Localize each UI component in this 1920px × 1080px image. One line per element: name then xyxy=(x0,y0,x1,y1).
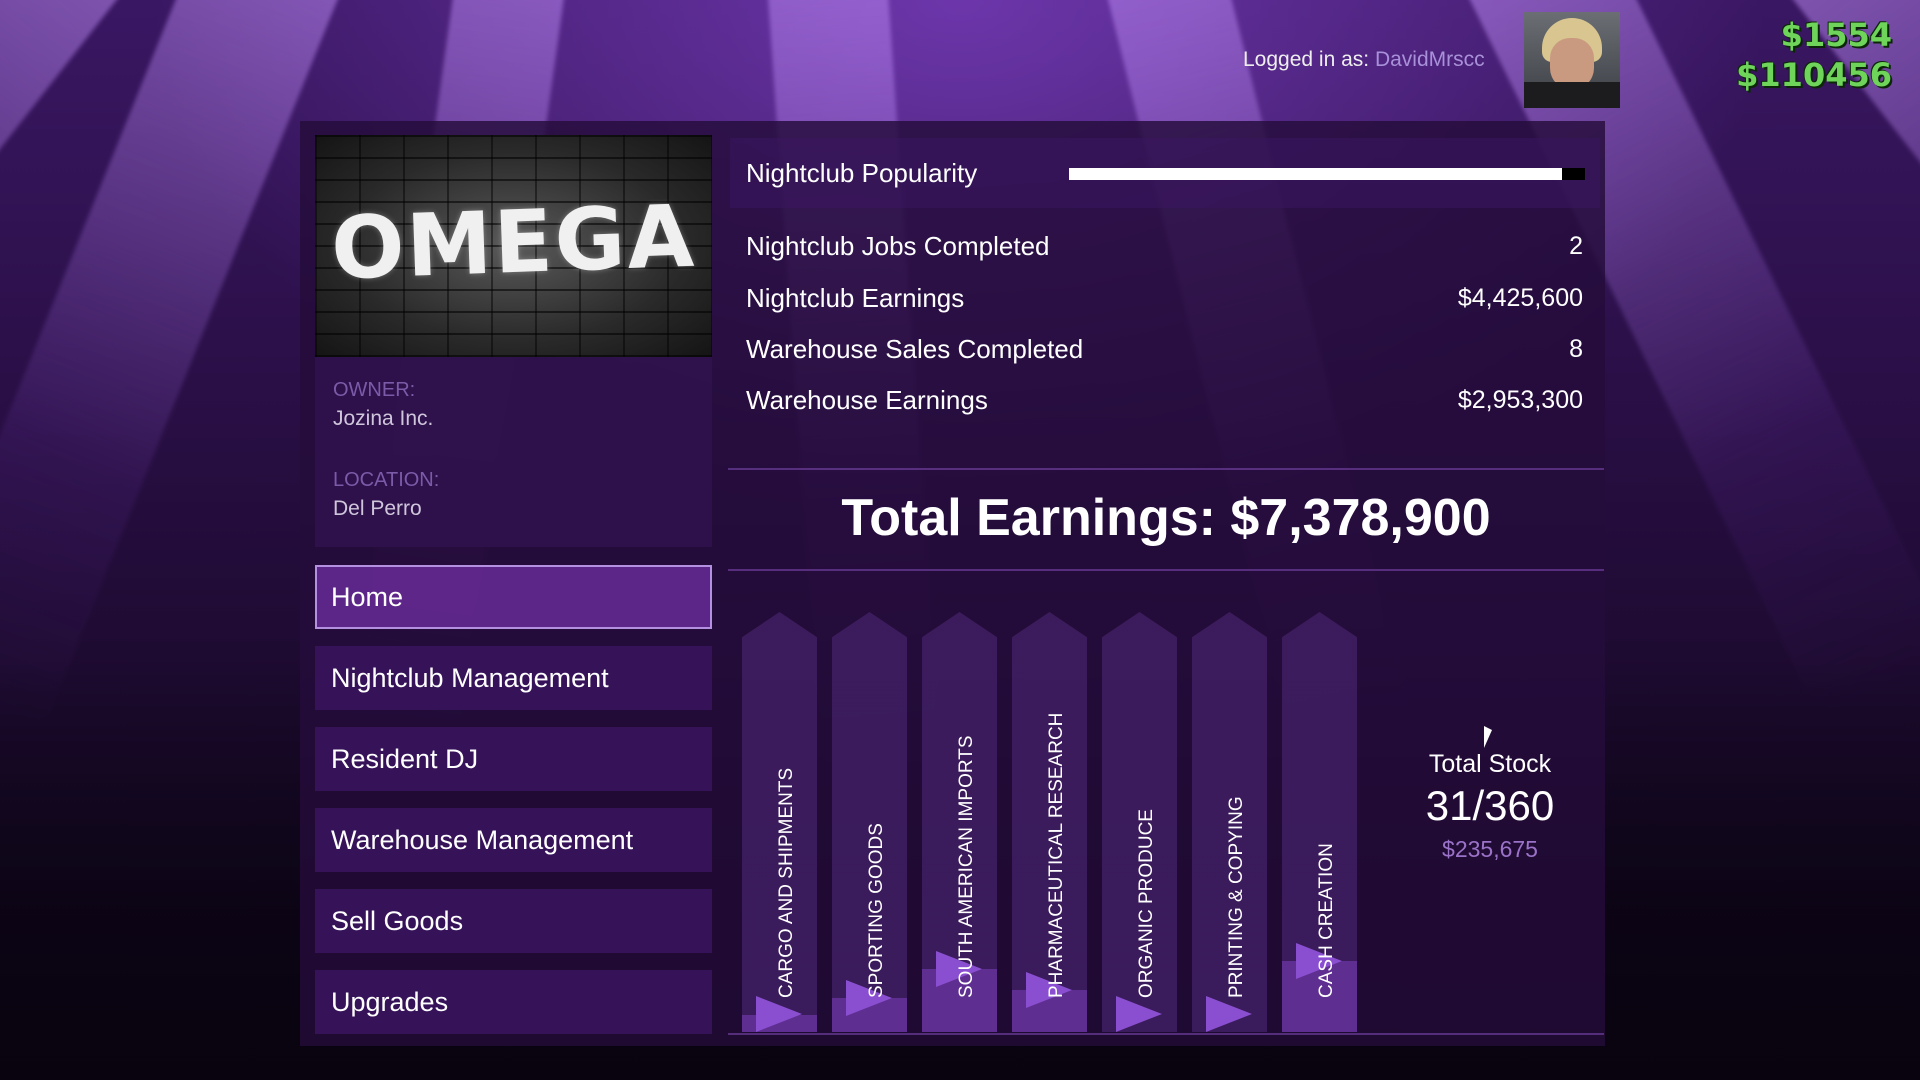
nav-warehouse-management-button[interactable]: Warehouse Management xyxy=(315,808,712,872)
username: DavidMrscc xyxy=(1374,48,1485,71)
stock-category-label: SPORTING GOODS xyxy=(866,823,887,998)
stock-level-arrow-icon xyxy=(1206,996,1252,1032)
stock-level-arrow-icon xyxy=(936,951,982,987)
stock-level-arrow-icon xyxy=(1026,972,1072,1008)
stat-nightclub-earnings-label: Nightclub Earnings xyxy=(746,283,965,313)
stock-level-arrow-icon xyxy=(1116,996,1162,1032)
stat-warehouse-earnings-label: Warehouse Earnings xyxy=(746,385,988,415)
total-stock-value: 31/360 xyxy=(1425,782,1555,829)
bank-cash: $110456 xyxy=(1736,56,1892,94)
divider-top xyxy=(728,468,1604,470)
stat-jobs-label: Nightclub Jobs Completed xyxy=(746,231,1050,261)
stock-level-arrow-icon xyxy=(756,996,802,1032)
logo-text: OMEGA xyxy=(329,186,698,300)
stock-category-label: PRINTING & COPYING xyxy=(1226,796,1247,998)
popularity-bar-fill xyxy=(1069,168,1562,180)
stat-nightclub-earnings-value: $4,425,600 xyxy=(1457,284,1583,312)
divider-bottom xyxy=(728,569,1604,571)
nav-sell-goods-button[interactable]: Sell Goods xyxy=(315,889,712,953)
location-label: LOCATION: xyxy=(333,469,440,491)
total-stock-money: $235,675 xyxy=(1442,836,1538,862)
stock-category-label: PHARMACEUTICAL RESEARCH xyxy=(1046,712,1067,998)
owner-value: Jozina Inc. xyxy=(333,407,434,430)
popularity-row: Nightclub Popularity xyxy=(730,138,1600,208)
nav-nightclub-management-button[interactable]: Nightclub Management xyxy=(315,646,712,710)
stat-jobs-value: 2 xyxy=(1569,232,1583,260)
stat-warehouse-earnings-value: $2,953,300 xyxy=(1457,386,1583,414)
stock-column xyxy=(1192,612,1267,1032)
stock-level-arrow-icon xyxy=(1296,942,1342,979)
total-stock-label: Total Stock xyxy=(1428,750,1552,778)
divider-stock-bottom xyxy=(728,1033,1604,1035)
stat-warehouse-sales-label: Warehouse Sales Completed xyxy=(746,334,1084,364)
total-earnings: Total Earnings: $7,378,900 xyxy=(841,489,1491,547)
location-value: Del Perro xyxy=(333,497,422,520)
avatar xyxy=(1524,12,1620,108)
nightclub-logo: OMEGA xyxy=(315,135,712,357)
stock-column xyxy=(1012,612,1087,1032)
stock-level-arrow-icon xyxy=(846,980,892,1017)
stock-column xyxy=(832,612,907,1032)
wallet-cash: $1554 xyxy=(1780,16,1892,54)
stat-warehouse-sales-value: 8 xyxy=(1569,335,1583,363)
stock-category-label: SOUTH AMERICAN IMPORTS xyxy=(956,735,977,998)
mouse-cursor-icon xyxy=(1484,726,1492,748)
business-info: OWNER: Jozina Inc. LOCATION: Del Perro xyxy=(315,357,712,547)
login-status: Logged in as: DavidMrscc xyxy=(1243,48,1485,72)
nav-resident-dj-button[interactable]: Resident DJ xyxy=(315,727,712,791)
nav-upgrades-button[interactable]: Upgrades xyxy=(315,970,712,1034)
stock-column xyxy=(1102,612,1177,1032)
stock-category-label: CASH CREATION xyxy=(1316,843,1337,998)
login-prefix: Logged in as: xyxy=(1243,48,1370,71)
popularity-label: Nightclub Popularity xyxy=(746,158,978,188)
popularity-bar xyxy=(1069,168,1585,180)
stock-category-label: CARGO AND SHIPMENTS xyxy=(776,767,797,998)
owner-label: OWNER: xyxy=(333,379,416,401)
stock-category-label: ORGANIC PRODUCE xyxy=(1136,809,1157,998)
nav-home-button[interactable]: Home xyxy=(315,565,712,629)
